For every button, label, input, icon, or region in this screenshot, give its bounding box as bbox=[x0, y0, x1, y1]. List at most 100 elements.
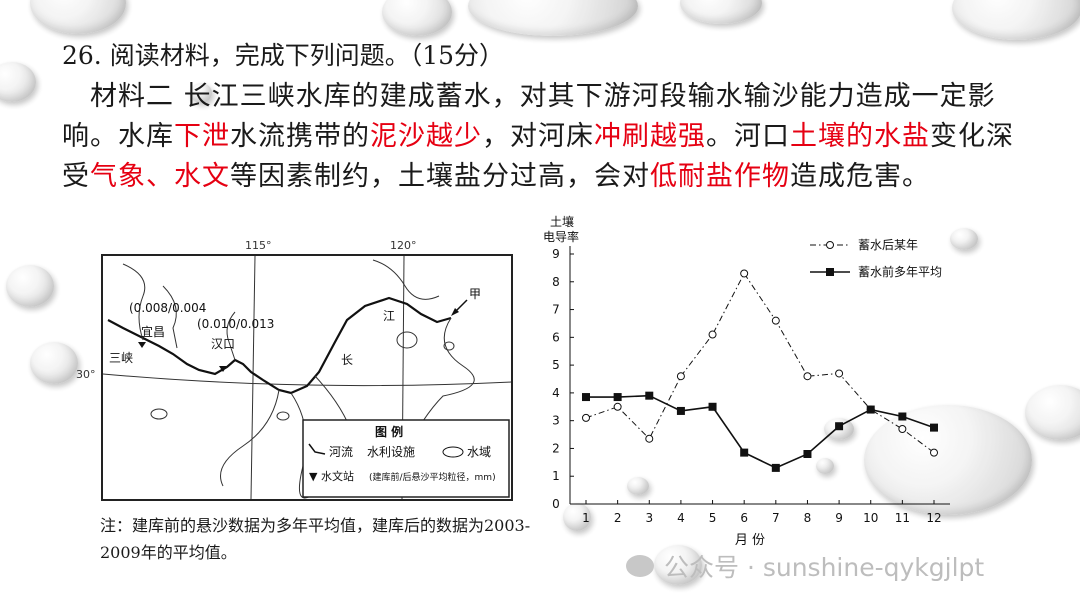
y-tick-label: 4 bbox=[552, 386, 560, 400]
data-point-series-1 bbox=[645, 434, 654, 443]
x-tick-label: 6 bbox=[740, 511, 748, 525]
x-tick-label: 5 bbox=[709, 511, 717, 525]
label-river-char-chang: 长 bbox=[341, 353, 353, 367]
tributary bbox=[226, 311, 236, 361]
series-line-2 bbox=[586, 394, 935, 469]
series-line-1 bbox=[585, 272, 935, 454]
tributary bbox=[220, 389, 280, 487]
water-drop-decoration bbox=[30, 342, 78, 384]
data-point-series-1 bbox=[771, 316, 780, 325]
water-drop-decoration bbox=[1025, 385, 1080, 440]
x-tick-label: 9 bbox=[835, 511, 843, 525]
x-tick-label: 1 bbox=[582, 511, 590, 525]
label-sanxia: 三峡 bbox=[109, 351, 133, 365]
legend-water-icon bbox=[442, 446, 464, 458]
meridian-115 bbox=[250, 255, 256, 500]
data-point-series-2 bbox=[930, 423, 938, 432]
data-point-series-2 bbox=[708, 402, 717, 411]
water-drop-decoration bbox=[627, 477, 649, 495]
water-drop-decoration bbox=[654, 545, 702, 585]
water-drop-decoration bbox=[30, 0, 126, 34]
water-drop-decoration bbox=[382, 0, 452, 36]
x-axis-label: 月 份 bbox=[735, 533, 765, 548]
lake bbox=[443, 341, 455, 351]
data-point-series-2 bbox=[645, 391, 654, 400]
highlighted-phrase: 泥沙越少 bbox=[370, 121, 482, 152]
legend-label-series-2: 蓄水前多年平均 bbox=[858, 264, 942, 279]
y-tick-label: 8 bbox=[552, 275, 560, 289]
water-drop-decoration bbox=[864, 405, 1032, 515]
body-text: 变化深受 bbox=[62, 121, 1014, 192]
x-tick-label: 8 bbox=[804, 511, 812, 525]
y-tick-label: 7 bbox=[552, 303, 560, 317]
highlighted-phrase: 低耐盐作物 bbox=[650, 161, 790, 192]
x-tick-label: 2 bbox=[614, 511, 622, 525]
data-point-series-2 bbox=[613, 393, 622, 402]
data-point-series-2 bbox=[582, 393, 590, 402]
data-point-series-2 bbox=[740, 448, 749, 457]
parallel-30 bbox=[102, 373, 512, 387]
y-tick-label: 9 bbox=[552, 247, 560, 261]
yangtze-map: (0.008/0.004 宜昌 三峡 (0.010/0.013 汉口 甲 江 长… bbox=[101, 254, 513, 501]
label-river-char-jiang: 江 bbox=[383, 309, 395, 323]
legend-river-icon bbox=[308, 443, 326, 455]
station-hankou-marker bbox=[219, 366, 227, 372]
label-jia: 甲 bbox=[469, 287, 481, 301]
highlighted-phrase: 下泄 bbox=[174, 121, 230, 152]
legend-title: 图 例 bbox=[375, 424, 403, 439]
data-point-series-2 bbox=[898, 412, 907, 421]
jia-arrow-head bbox=[451, 308, 459, 316]
data-point-series-2 bbox=[866, 405, 875, 414]
body-text: 材料二 长江三峡水库的建成蓄水，对其下游河段输水输沙能力造成一定影响。水库 bbox=[62, 81, 996, 152]
y-axis-label-line2: 电导率 bbox=[543, 229, 579, 244]
water-drop-decoration bbox=[680, 0, 762, 24]
label-yichang: 宜昌 bbox=[141, 324, 165, 339]
water-drop-decoration bbox=[468, 0, 638, 36]
map-legend-box bbox=[302, 419, 510, 498]
lon-label-115: 115° bbox=[245, 239, 272, 252]
water-drop-decoration bbox=[563, 503, 591, 531]
data-point-series-2 bbox=[835, 422, 844, 431]
legend-station: ▼ 水文站 bbox=[309, 469, 354, 483]
station-yichang-marker bbox=[138, 342, 146, 348]
y-tick-label: 0 bbox=[552, 497, 560, 511]
water-drop-decoration bbox=[6, 265, 54, 307]
data-point-series-1 bbox=[930, 448, 938, 457]
water-drop-decoration bbox=[952, 0, 1080, 40]
legend-facility: 水利设施 bbox=[367, 445, 415, 459]
data-point-series-1 bbox=[676, 372, 685, 381]
wechat-icon bbox=[626, 555, 654, 577]
data-point-series-1 bbox=[835, 369, 844, 378]
tributary bbox=[122, 263, 146, 341]
y-tick-label: 3 bbox=[552, 414, 560, 428]
data-point-series-1 bbox=[613, 402, 622, 411]
question-body: 材料二 长江三峡水库的建成蓄水，对其下游河段输水输沙能力造成一定影响。水库下泄水… bbox=[62, 77, 1037, 197]
data-point-series-1 bbox=[803, 372, 812, 381]
y-tick-label: 5 bbox=[552, 358, 560, 372]
lat-label-30: 30° bbox=[76, 368, 96, 381]
highlighted-phrase: 气象、水文 bbox=[90, 161, 230, 192]
x-tick-label: 7 bbox=[772, 511, 780, 525]
data-point-series-2 bbox=[803, 450, 812, 458]
data-point-series-2 bbox=[771, 463, 780, 472]
label-hankou: 汉口 bbox=[211, 337, 235, 351]
legend-marker-series-2 bbox=[826, 268, 834, 276]
body-text: 等因素制约，土壤盐分过高，会对 bbox=[230, 161, 650, 192]
data-point-series-1 bbox=[708, 330, 717, 339]
highlighted-phrase: 冲刷越强 bbox=[594, 121, 706, 152]
station-yichang-value: (0.008/0.004 bbox=[129, 301, 206, 315]
lake bbox=[396, 331, 418, 349]
tributary bbox=[162, 285, 178, 349]
legend-river: 河流 bbox=[329, 445, 353, 459]
x-tick-label: 4 bbox=[677, 511, 685, 525]
coastline bbox=[372, 259, 440, 300]
lon-label-120: 120° bbox=[390, 239, 417, 252]
x-tick-label: 3 bbox=[645, 511, 653, 525]
legend-water: 水域 bbox=[467, 445, 491, 459]
data-point-series-1 bbox=[740, 269, 749, 278]
lake bbox=[276, 411, 290, 421]
x-tick-label: 12 bbox=[926, 511, 941, 525]
station-hankou-value: (0.010/0.013 bbox=[197, 317, 274, 331]
map-note: 注：建库前的悬沙数据为多年平均值，建库后的数据为2003-2009年的平均值。 bbox=[100, 516, 531, 562]
